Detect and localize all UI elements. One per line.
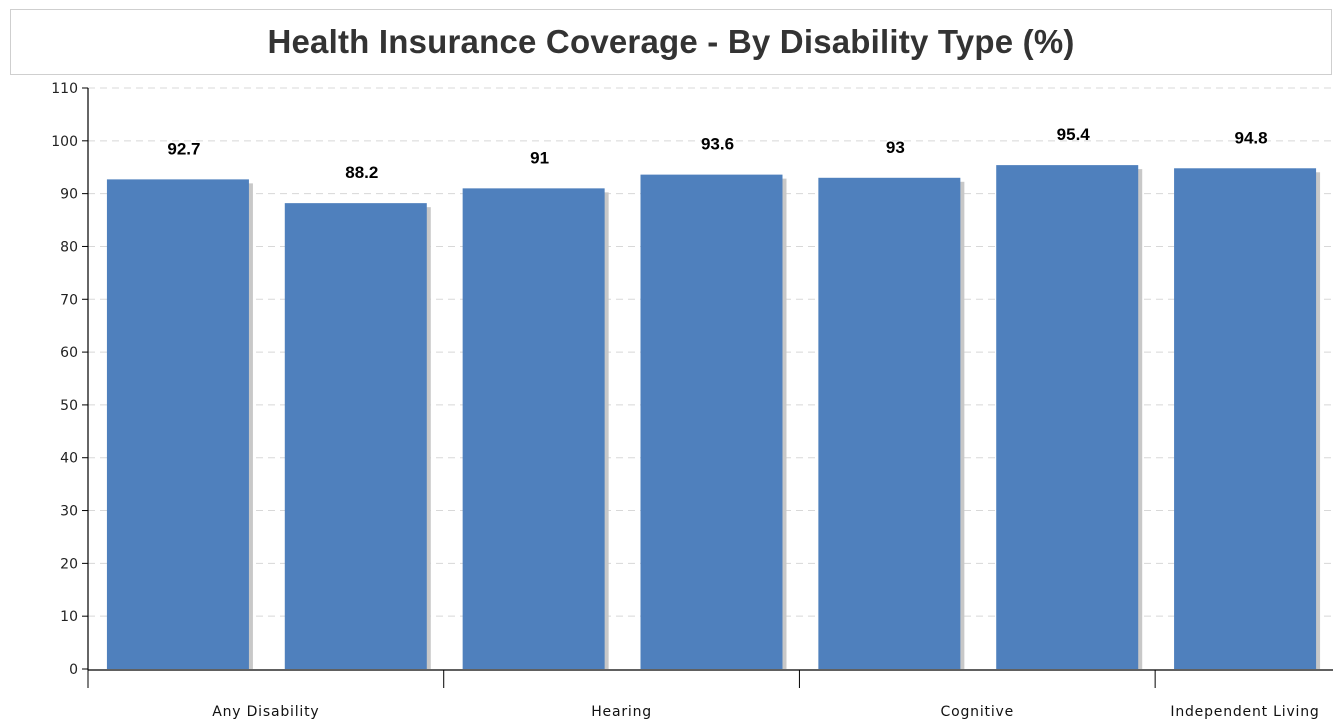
data-label: 88.2 (345, 163, 378, 182)
chart-title-box: Health Insurance Coverage - By Disabilit… (10, 9, 1332, 75)
x-tick-label: Hearing (591, 704, 652, 720)
axes (82, 87, 1333, 688)
y-tick-label: 0 (69, 662, 78, 678)
data-label: 94.8 (1235, 128, 1268, 147)
bars (106, 165, 1317, 670)
bar (1174, 168, 1317, 669)
x-tick-label: Any Disability (212, 704, 319, 720)
y-tick-label: 50 (60, 398, 78, 414)
y-tick-label: 20 (60, 556, 78, 572)
y-tick-label: 80 (60, 239, 78, 255)
y-tick-label: 40 (60, 451, 78, 467)
x-tick-label: Independent Living (1170, 704, 1319, 720)
bar (818, 177, 961, 670)
data-label: 92.7 (167, 139, 200, 158)
x-tick-label: Cognitive (941, 704, 1014, 720)
y-tick-label: 100 (51, 134, 78, 150)
y-tick-label: 70 (60, 292, 78, 308)
y-tick-label: 110 (51, 81, 78, 97)
data-label: 95.4 (1057, 125, 1091, 144)
bar (996, 165, 1139, 669)
bar (284, 203, 427, 670)
chart-title: Health Insurance Coverage - By Disabilit… (267, 23, 1075, 60)
data-label: 91 (530, 148, 549, 167)
data-label: 93.6 (701, 135, 734, 154)
data-label: 93 (886, 138, 905, 157)
y-tick-label: 30 (60, 504, 78, 520)
bar (106, 179, 249, 669)
y-tick-label: 60 (60, 345, 78, 361)
bar (462, 188, 605, 669)
y-tick-label: 90 (60, 187, 78, 203)
labels: 0 10 20 30 40 50 60 70 80 90 100 110 92.7 88.2 91 93.6 9… (51, 81, 1319, 720)
bar (640, 174, 783, 669)
y-tick-label: 10 (60, 609, 78, 625)
